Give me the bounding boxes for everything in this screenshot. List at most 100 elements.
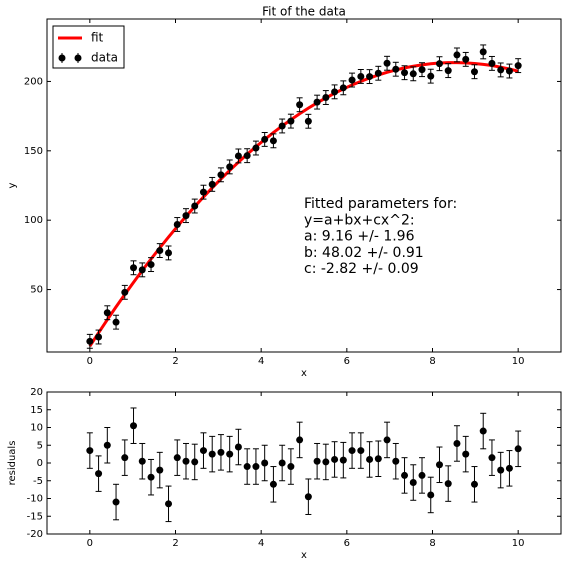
marker: [199, 188, 207, 196]
annotation: Fitted parameters for:: [304, 196, 457, 212]
data-point: [199, 432, 207, 469]
marker: [383, 436, 391, 444]
data-point: [191, 443, 199, 481]
marker: [357, 72, 365, 80]
y-tick-label: 0: [37, 458, 43, 469]
data-point: [269, 133, 277, 149]
data-point: [357, 432, 365, 469]
marker: [199, 447, 207, 455]
x-tick-label: 6: [344, 538, 350, 549]
data-point: [165, 245, 173, 261]
x-tick-label: 10: [512, 356, 525, 367]
marker: [121, 288, 129, 296]
marker: [427, 491, 435, 499]
data-point: [173, 217, 181, 232]
x-tick-label: 0: [87, 356, 93, 367]
marker: [86, 337, 94, 345]
data-point: [374, 65, 382, 81]
marker: [173, 454, 181, 462]
marker: [217, 171, 225, 179]
data-point: [357, 69, 365, 84]
data-point: [121, 439, 129, 476]
marker: [234, 443, 242, 451]
legend-swatch: [74, 54, 82, 62]
marker: [103, 309, 111, 317]
data-point: [313, 442, 321, 480]
marker: [383, 59, 391, 67]
legend-label: data: [91, 51, 118, 65]
data-point: [366, 441, 374, 478]
marker: [112, 318, 120, 326]
data-point: [331, 84, 339, 100]
marker: [130, 264, 138, 272]
marker: [505, 464, 513, 472]
marker: [287, 463, 295, 471]
marker: [95, 333, 103, 341]
marker: [313, 457, 321, 465]
data-point: [269, 466, 277, 503]
data-point: [217, 167, 225, 183]
data-point: [313, 94, 321, 110]
marker: [374, 69, 382, 77]
marker: [331, 88, 339, 96]
marker: [339, 456, 347, 464]
marker: [479, 48, 487, 56]
marker: [401, 69, 409, 77]
data-point: [304, 478, 312, 515]
y-axis-label: residuals: [7, 441, 18, 486]
marker: [138, 457, 146, 465]
marker: [173, 220, 181, 228]
data-point: [427, 476, 435, 514]
y-tick-label: 200: [24, 76, 43, 87]
data-point: [234, 428, 242, 466]
marker: [374, 455, 382, 463]
data-point: [366, 69, 374, 85]
marker: [261, 135, 269, 143]
data-point: [138, 442, 146, 480]
marker: [331, 455, 339, 463]
data-point: [383, 55, 391, 71]
x-axis-label: x: [301, 368, 307, 379]
fit-line: [88, 61, 519, 348]
marker: [514, 62, 522, 70]
data-point: [418, 62, 426, 78]
data-point: [103, 427, 111, 464]
marker: [112, 498, 120, 506]
data-point: [261, 131, 269, 147]
data-point: [392, 61, 400, 77]
data-point: [243, 148, 251, 164]
data-point: [191, 198, 199, 214]
marker: [313, 98, 321, 106]
marker: [435, 461, 443, 469]
y-tick-label: 50: [30, 285, 43, 296]
marker: [409, 70, 417, 78]
y-tick-label: -5: [33, 476, 43, 487]
marker: [191, 458, 199, 466]
marker: [103, 441, 111, 449]
annotation: y=a+bx+cx^2:: [304, 212, 415, 228]
data-point: [252, 448, 260, 485]
x-tick-label: 0: [87, 538, 93, 549]
data-point: [95, 329, 103, 345]
data-point: [322, 90, 330, 105]
data-point: [296, 421, 304, 459]
data-point: [208, 176, 216, 192]
marker: [252, 463, 260, 471]
marker: [479, 427, 487, 435]
data-point: [226, 435, 234, 473]
y-axis-label: y: [7, 182, 18, 188]
data-point: [243, 448, 251, 485]
data-point: [514, 430, 522, 468]
marker: [453, 439, 461, 447]
data-point: [208, 435, 216, 473]
x-tick-label: 8: [429, 538, 435, 549]
data-point: [287, 113, 295, 129]
marker: [165, 249, 173, 257]
marker: [243, 463, 251, 471]
marker: [488, 454, 496, 462]
marker: [182, 212, 190, 220]
data-point: [278, 118, 286, 134]
marker: [392, 457, 400, 465]
annotation: a: 9.16 +/- 1.96: [304, 229, 415, 245]
marker: [497, 466, 505, 474]
